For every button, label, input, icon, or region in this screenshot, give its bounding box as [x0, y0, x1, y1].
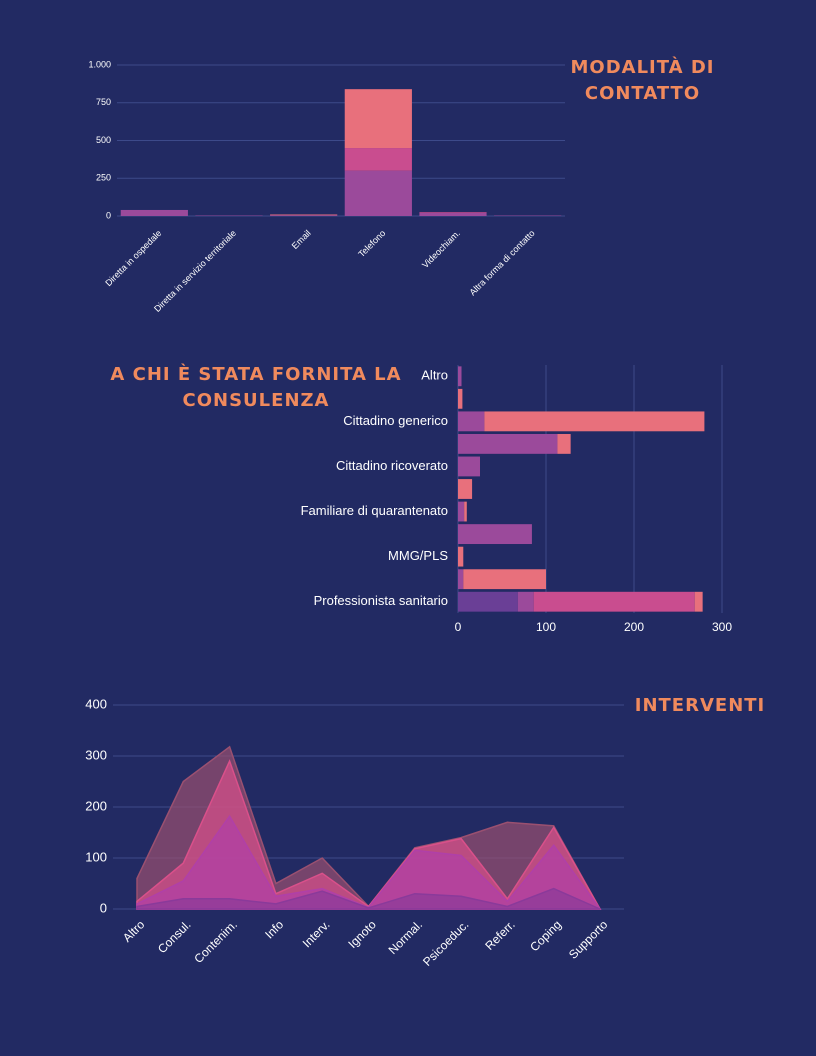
x-tick-label: Psicoeduc. — [420, 917, 471, 968]
x-tick-label: Consul. — [155, 917, 194, 956]
x-tick-label: Email — [290, 228, 313, 251]
x-tick-label: Referr. — [482, 917, 517, 952]
y-tick-label: Cittadino generico — [343, 413, 448, 428]
y-tick-label: 500 — [96, 135, 111, 145]
bar-segment — [458, 501, 465, 522]
y-tick-label: 200 — [85, 798, 107, 813]
x-tick-label: Supporto — [566, 917, 611, 962]
x-tick-label: Ignoto — [345, 917, 379, 951]
y-tick-label: MMG/PLS — [388, 548, 448, 563]
x-tick-label: Interv. — [300, 917, 333, 950]
bar-segment — [694, 591, 703, 612]
y-tick-label: Familiare di quarantenato — [301, 503, 448, 518]
bar-segment — [458, 411, 485, 432]
y-tick-label: 100 — [85, 849, 107, 864]
bar-segment — [344, 89, 412, 149]
bar-segment — [517, 591, 534, 612]
x-tick-label: Info — [262, 917, 286, 941]
y-tick-label: 400 — [85, 696, 107, 711]
x-tick-label: 200 — [624, 620, 644, 634]
y-tick-label: Altro — [421, 368, 448, 383]
x-tick-label: Altro — [120, 917, 148, 945]
bar-segment — [120, 209, 188, 216]
area — [136, 887, 601, 910]
y-tick-label: 1.000 — [88, 59, 111, 69]
x-tick-label: Diretta in servizio territoriale — [152, 228, 238, 314]
bar-segment — [458, 456, 480, 477]
x-tick-label: Normal. — [386, 917, 426, 957]
chart-title: INTERVENTI — [634, 695, 766, 716]
y-tick-label: 750 — [96, 97, 111, 107]
x-tick-label: 100 — [536, 620, 556, 634]
bar-segment — [557, 433, 571, 454]
bar-segment — [458, 433, 558, 454]
bar-segment — [458, 524, 532, 545]
bar-segment — [419, 212, 487, 213]
chart-title: A CHI È STATA FORNITA LA CONSULENZA — [110, 364, 402, 411]
bar-segment — [419, 212, 487, 216]
x-tick-label: Videochiam. — [420, 228, 462, 270]
y-tick-label: 250 — [96, 173, 111, 183]
bar-segment — [464, 501, 467, 522]
x-tick-label: 0 — [455, 620, 462, 634]
bar-segment — [344, 170, 412, 216]
y-tick-label: 300 — [85, 747, 107, 762]
bar-segment — [458, 388, 463, 409]
bar-segment — [458, 366, 462, 387]
y-tick-label: Professionista sanitario — [314, 593, 448, 608]
bar-segment — [533, 591, 695, 612]
bar-segment — [458, 546, 464, 567]
y-tick-label: Cittadino ricoverato — [336, 458, 448, 473]
y-tick-label: 0 — [106, 210, 111, 220]
bar-segment — [270, 215, 338, 216]
bar-segment — [270, 214, 338, 216]
bar-segment — [463, 569, 546, 590]
x-tick-label: Telefono — [356, 228, 387, 259]
y-tick-label: 0 — [100, 900, 107, 915]
bar-segment — [344, 148, 412, 171]
x-tick-label: Diretta in ospedale — [103, 228, 163, 288]
x-tick-label: Altra forma di contatto — [467, 228, 536, 297]
x-tick-label: 300 — [712, 620, 732, 634]
bar-segment — [458, 569, 464, 590]
x-tick-label: Coping — [527, 917, 564, 954]
bar-segment — [458, 591, 518, 612]
bar-segment — [458, 479, 473, 499]
chart-title: MODALITÀ DI CONTATTO — [570, 57, 715, 104]
bar-segment — [484, 411, 705, 432]
x-tick-label: Contenim. — [191, 917, 240, 966]
